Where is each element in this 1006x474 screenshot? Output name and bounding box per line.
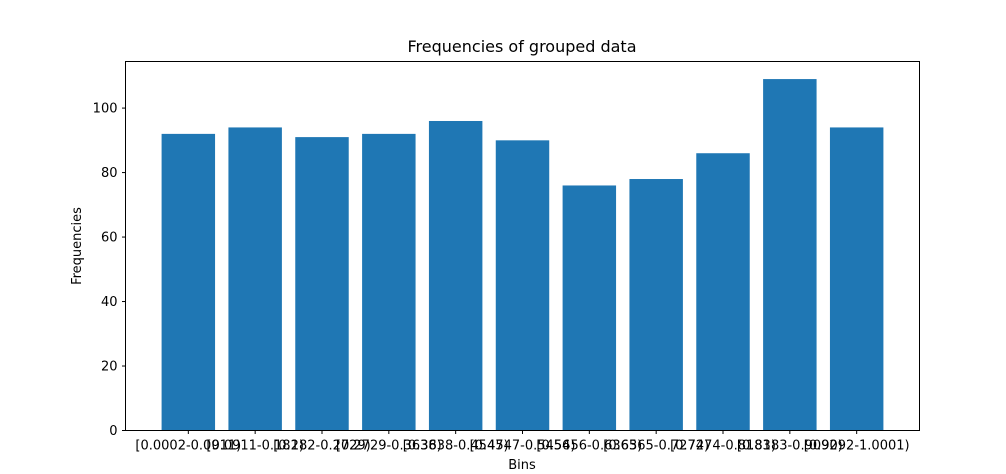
y-tick-label-0: 0: [109, 424, 117, 439]
bar-9: [763, 79, 817, 431]
y-tick-label-5: 100: [93, 102, 118, 117]
x-tick-label-7: [0.6365-0.7274): [603, 439, 709, 454]
y-tick-label-3: 60: [101, 231, 118, 246]
y-tick-label-1: 20: [101, 360, 118, 375]
y-tick-label-2: 40: [101, 295, 118, 310]
x-tick-label-9: [0.8183-0.9092): [737, 439, 843, 454]
bar-1: [228, 127, 282, 431]
x-tick-label-5: [0.4547-0.5456): [470, 439, 576, 454]
y-axis-label: Frequencies: [70, 207, 85, 285]
x-tick-label-0: [0.0002-0.0911): [135, 439, 241, 454]
bar-10: [829, 127, 884, 431]
bar-6: [562, 185, 617, 431]
x-tick-label-8: [0.7274-0.8183): [670, 439, 776, 454]
plot-frame: [125, 61, 920, 431]
x-tick-label-3: [0.2729-0.3638): [336, 439, 442, 454]
x-tick-label-2: [0.182-0.2729): [273, 439, 371, 454]
x-axis-label: Bins: [508, 458, 536, 473]
y-axis-ticks: 0 20 40 60 80 100: [93, 102, 126, 439]
x-tick-label-10: [0.9092-1.0001): [804, 439, 910, 454]
x-axis-ticks: [0.0002-0.0911)[0.0911-0.182)[0.182-0.27…: [135, 430, 910, 454]
bars-group: [161, 79, 884, 431]
bar-4: [428, 120, 483, 431]
bar-0: [161, 133, 216, 431]
bar-2: [295, 137, 349, 431]
x-tick-label-4: [0.3638-0.4547): [403, 439, 509, 454]
x-tick-label-6: [0.5456-0.6365): [536, 439, 642, 454]
bar-5: [495, 140, 550, 431]
bar-3: [362, 133, 416, 431]
bar-7: [629, 179, 683, 431]
x-tick-label-1: [0.0911-0.182): [206, 439, 304, 454]
y-tick-label-4: 80: [101, 166, 118, 181]
chart-title: Frequencies of grouped data: [408, 37, 637, 56]
bar-8: [696, 153, 750, 431]
